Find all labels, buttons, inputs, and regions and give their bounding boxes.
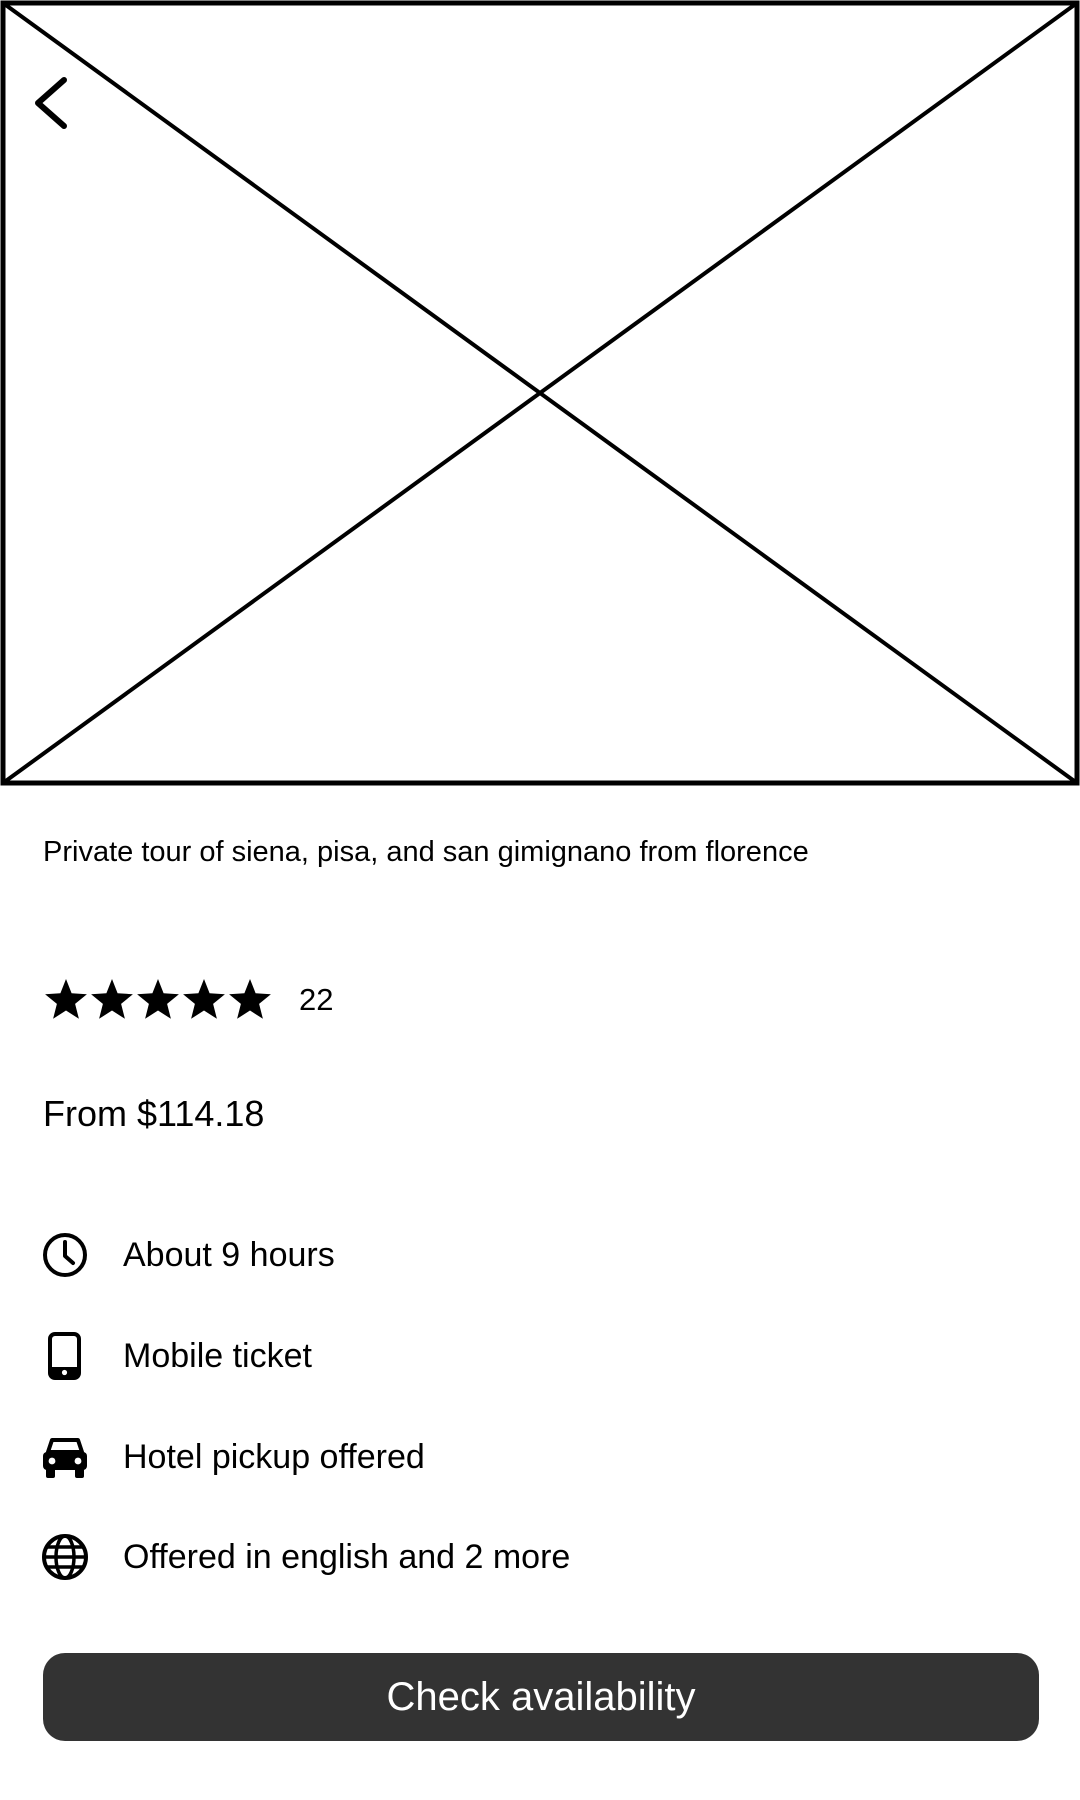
clock-icon [40,1230,90,1280]
price: From $114.18 [43,1093,265,1134]
feature-ticket: Mobile ticket [40,1326,1040,1386]
feature-label: Mobile ticket [123,1337,312,1375]
feature-label: Hotel pickup offered [123,1438,425,1476]
feature-duration: About 9 hours [40,1225,1040,1285]
chevron-left-icon [35,77,67,129]
feature-label: About 9 hours [123,1236,335,1274]
feature-pickup: Hotel pickup offered [40,1427,1040,1487]
feature-label: Offered in english and 2 more [123,1538,571,1576]
rating[interactable]: 22 [43,975,333,1025]
star-icon [183,979,225,1019]
star-icon [45,979,87,1019]
mobile-phone-icon [40,1331,90,1381]
star-rating [43,977,273,1023]
star-icon [137,979,179,1019]
star-icon [91,979,133,1019]
review-count: 22 [299,982,334,1017]
feature-language: Offered in english and 2 more [40,1527,1040,1587]
hero-image-placeholder [0,0,1080,786]
globe-icon [40,1532,90,1582]
car-icon [40,1432,90,1482]
check-availability-button[interactable]: Check availability [43,1653,1039,1741]
image-placeholder-icon [0,0,1080,786]
back-button[interactable] [24,68,80,138]
star-icon [229,979,271,1019]
tour-title: Private tour of siena, pisa, and san gim… [43,836,809,868]
